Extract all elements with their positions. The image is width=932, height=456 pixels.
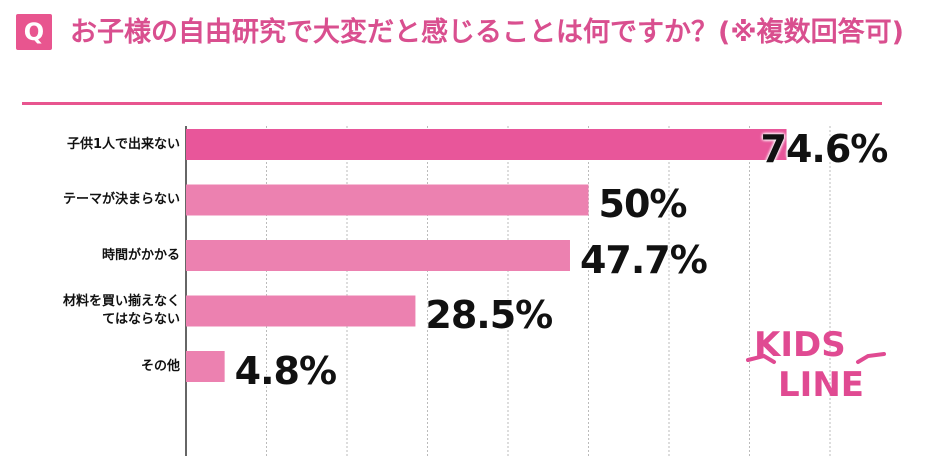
category-label: 材料を買い揃えなくてはならない <box>2 293 180 329</box>
question-badge: Q <box>16 14 52 50</box>
bar <box>186 295 416 327</box>
category-label: その他 <box>2 358 180 376</box>
bar <box>186 184 589 216</box>
category-label: 時間がかかる <box>2 247 180 265</box>
value-label: 4.8% <box>234 348 337 393</box>
category-label-line: てはならない <box>102 312 180 327</box>
bar <box>186 351 225 382</box>
value-label: 50% <box>598 182 688 226</box>
category-label: テーマが決まらない <box>2 191 180 209</box>
category-label-line: テーマが決まらない <box>62 192 180 207</box>
value-label: 74.6% <box>760 126 889 171</box>
svg-text:LINE: LINE <box>778 365 864 405</box>
category-label-line: その他 <box>140 358 180 374</box>
category-label-line: 子供1人で出来ない <box>66 136 180 152</box>
header-divider <box>22 102 882 105</box>
bar <box>186 129 787 160</box>
value-label: 28.5% <box>425 293 553 337</box>
question-title: お子様の自由研究で大変だと感じることは何ですか？(※複数回答可) <box>70 17 904 48</box>
category-label: 子供1人で出来ない <box>2 136 180 154</box>
value-label: 47.7% <box>579 237 708 282</box>
category-label-line: 材料を買い揃えなく <box>62 294 180 309</box>
category-label-line: 時間がかかる <box>101 247 180 263</box>
kids-line-logo: KIDS LINE <box>746 325 886 405</box>
bar <box>186 240 570 271</box>
